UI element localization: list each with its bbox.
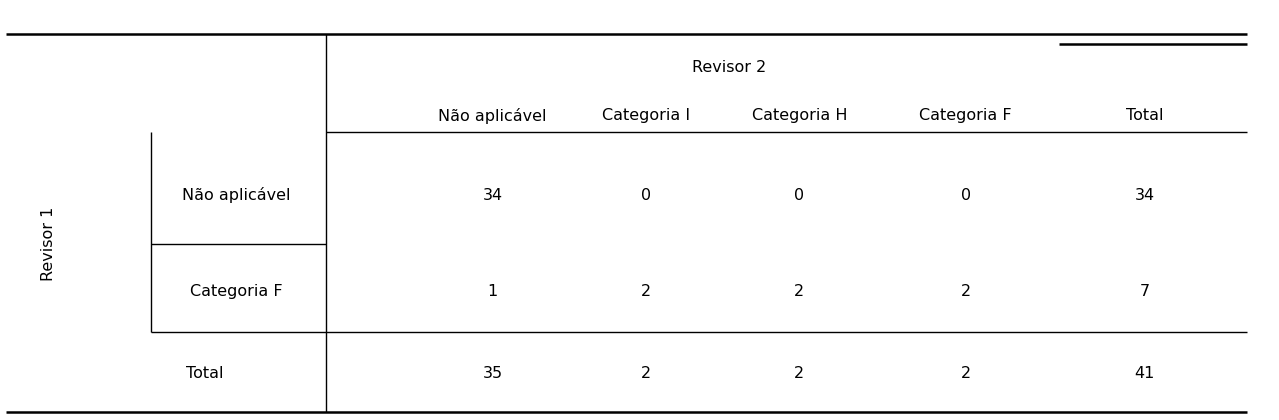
Text: Não aplicável: Não aplicável (439, 108, 546, 123)
Text: 2: 2 (641, 284, 651, 299)
Text: 7: 7 (1140, 284, 1150, 299)
Text: Revisor 2: Revisor 2 (692, 60, 766, 75)
Text: 2: 2 (794, 284, 804, 299)
Text: 0: 0 (794, 188, 804, 203)
Text: 35: 35 (482, 366, 503, 381)
Text: 1: 1 (487, 284, 498, 299)
Text: Categoria I: Categoria I (602, 108, 689, 123)
Text: Categoria F: Categoria F (920, 108, 1012, 123)
Text: Revisor 1: Revisor 1 (41, 206, 56, 281)
Text: 2: 2 (794, 366, 804, 381)
Text: 0: 0 (641, 188, 651, 203)
Text: 41: 41 (1134, 366, 1155, 381)
Text: 34: 34 (482, 188, 503, 203)
Text: Total: Total (1126, 108, 1164, 123)
Text: 2: 2 (961, 366, 971, 381)
Text: 0: 0 (961, 188, 971, 203)
Text: Categoria F: Categoria F (191, 284, 283, 299)
Text: 34: 34 (1134, 188, 1155, 203)
Text: Não aplicável: Não aplicável (183, 187, 290, 203)
Text: 2: 2 (961, 284, 971, 299)
Text: 2: 2 (641, 366, 651, 381)
Text: Categoria H: Categoria H (752, 108, 847, 123)
Text: Total: Total (185, 366, 224, 381)
